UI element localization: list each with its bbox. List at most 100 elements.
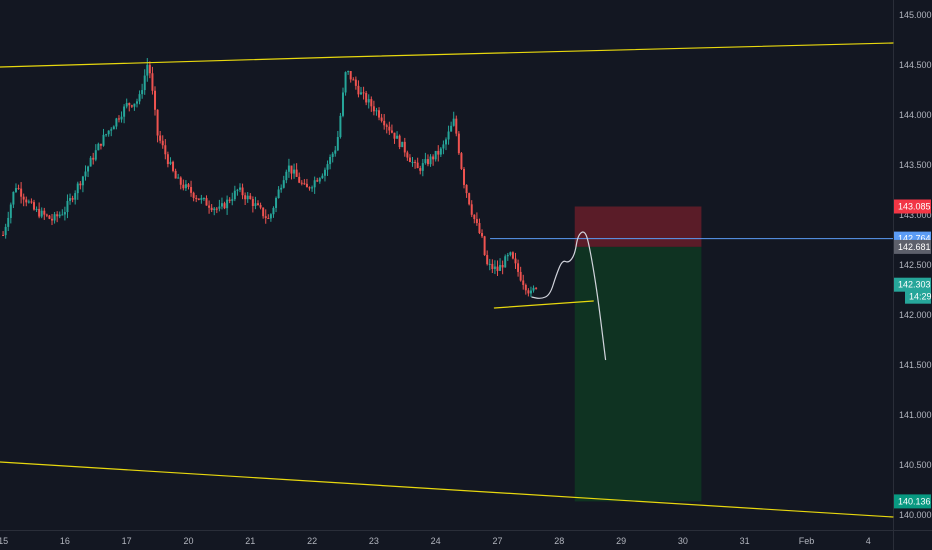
candle-body <box>493 266 496 269</box>
candle-body <box>120 116 123 120</box>
candle-body <box>48 215 51 219</box>
time-tick-label: 24 <box>431 536 441 546</box>
candle-body <box>272 207 275 215</box>
price-tick-label: 143.500 <box>899 160 932 170</box>
candle-body <box>154 90 157 110</box>
candle-body <box>32 202 35 210</box>
candle-body <box>393 132 396 139</box>
candle-body <box>365 93 368 103</box>
candle-body <box>174 170 177 179</box>
candle-body <box>61 214 64 216</box>
candle-body <box>66 200 69 213</box>
candle-body <box>313 180 316 188</box>
candle-body <box>481 233 484 237</box>
time-axis[interactable]: 15 16 17 20 21 22 23 24 27 28 29 30 31 Feb 4 <box>0 536 871 546</box>
candle-body <box>447 131 450 140</box>
candle-body <box>92 157 95 160</box>
time-tick-label: 4 <box>866 536 871 546</box>
candle-body <box>311 187 314 189</box>
candle-body <box>223 203 226 209</box>
candle-body <box>529 290 532 294</box>
candle-body <box>79 183 82 186</box>
candle-body <box>244 195 247 200</box>
candle-body <box>509 252 512 255</box>
candle-body <box>463 168 466 185</box>
lower-channel-line[interactable] <box>0 461 894 518</box>
candle-body <box>491 263 494 269</box>
candle-body <box>275 197 278 208</box>
candle-body <box>169 161 172 165</box>
price-tick-label: 141.500 <box>899 360 932 370</box>
candle-body <box>316 180 319 182</box>
candle-body <box>226 199 229 209</box>
candle-body <box>367 99 370 103</box>
candle-body <box>511 252 514 259</box>
drawing-tools[interactable] <box>0 42 894 518</box>
position-tool[interactable] <box>574 206 702 502</box>
candle-body <box>141 90 144 95</box>
candle-body <box>473 214 476 220</box>
candle-body <box>99 143 102 146</box>
candle-body <box>184 184 187 189</box>
candlestick-series <box>2 58 538 298</box>
candle-body <box>514 258 517 264</box>
price-label-text: 142.764 <box>898 234 931 244</box>
take-profit-zone[interactable] <box>574 246 702 502</box>
candle-body <box>334 150 337 154</box>
candle-body <box>504 256 507 268</box>
candle-body <box>249 195 252 200</box>
candle-body <box>25 199 28 203</box>
candle-body <box>259 205 262 208</box>
projected-path[interactable] <box>531 231 607 361</box>
price-axis[interactable]: 145.000 144.500 144.000 143.500 143.000 142.5… <box>899 10 932 520</box>
candle-body <box>370 99 373 107</box>
support-trendline[interactable] <box>493 300 594 309</box>
time-tick-label: 16 <box>60 536 70 546</box>
candle-body <box>383 120 386 126</box>
price-label-text: 143.085 <box>898 202 931 212</box>
candle-body <box>205 198 208 206</box>
candle-body <box>182 184 185 189</box>
candle-body <box>112 126 115 130</box>
candle-body <box>179 177 182 185</box>
candle-body <box>187 184 190 188</box>
candle-body <box>496 266 499 271</box>
candle-body <box>488 263 491 265</box>
candle-body <box>220 203 223 207</box>
candle-body <box>429 156 432 165</box>
price-label-text: 140.136 <box>898 496 931 506</box>
candle-body <box>233 190 236 200</box>
candle-body <box>411 161 414 163</box>
candle-body <box>524 284 527 291</box>
time-tick-label: 15 <box>0 536 8 546</box>
candle-body <box>318 178 321 182</box>
candle-body <box>138 94 141 102</box>
time-tick-label: 27 <box>492 536 502 546</box>
stop-loss-zone[interactable] <box>574 206 702 247</box>
candle-body <box>424 159 427 164</box>
candle-body <box>156 109 159 136</box>
candle-body <box>326 164 329 170</box>
candle-body <box>300 182 303 184</box>
candle-body <box>396 135 399 139</box>
candle-body <box>380 117 383 121</box>
candle-body <box>87 166 90 172</box>
upper-channel-line[interactable] <box>0 42 894 68</box>
time-tick-label: 28 <box>554 536 564 546</box>
candle-body <box>357 85 360 95</box>
price-label-text: 142.681 <box>898 242 931 252</box>
candle-body <box>2 235 5 236</box>
candle-body <box>442 144 445 149</box>
candle-body <box>385 125 388 127</box>
candle-body <box>532 287 535 291</box>
candle-body <box>202 198 205 200</box>
price-label-badge <box>894 199 931 214</box>
candle-body <box>403 141 406 153</box>
candle-body <box>238 187 241 190</box>
candle-body <box>172 161 175 171</box>
candle-body <box>267 218 270 220</box>
candle-body <box>262 207 265 217</box>
price-label-badge <box>905 289 931 304</box>
